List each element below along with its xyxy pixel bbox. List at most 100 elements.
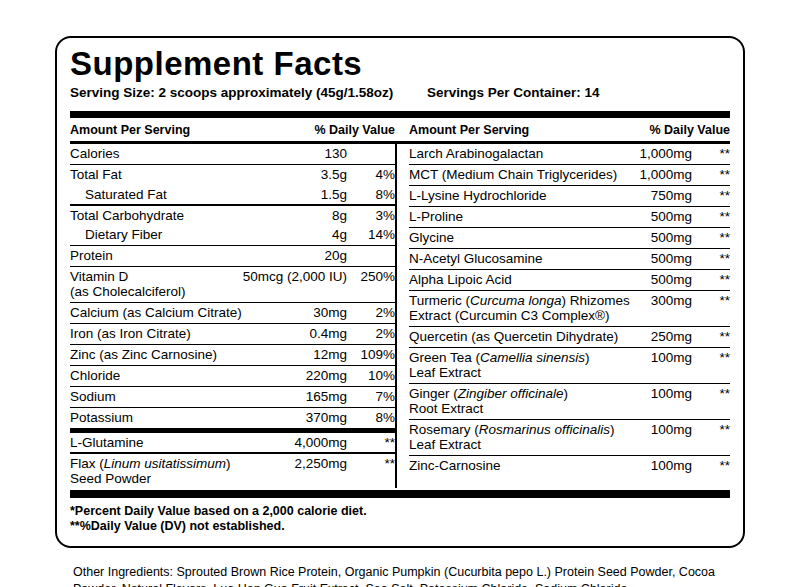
ingredient-amount: 100mg [651,458,692,473]
facts-body: Calories130Total Fat3.5g4%Saturated Fat1… [70,144,730,488]
amount-per-serving-label: Amount Per Serving [70,123,190,137]
label-title: Supplement Facts [70,46,730,82]
ingredient-name: Total Fat [70,167,317,182]
fact-row: Total Fat 3.5g4% [70,165,395,185]
ingredient-name: Iron (as Iron Citrate) [70,326,305,341]
ingredient-name: Dietary Fiber [70,227,328,242]
ingredient-dv: 2% [347,326,395,341]
ingredient-name: Alpha Lipoic Acid [409,272,647,287]
ingredient-name: Quercetin (as Quercetin Dihydrate) [409,329,647,344]
ingredient-amount: 100mg [651,422,692,437]
fact-row: Protein 20g [70,246,395,266]
ingredient-amount: 1,000mg [639,146,692,161]
ingredient-amount: 1.5g [321,187,347,202]
fact-row: Potassium370mg8% [70,408,395,428]
fact-row: L-Proline500mg** [409,207,730,227]
ingredient-amount: 12mg [313,347,347,362]
ingredient-amount: 100mg [651,350,692,365]
ingredient-dv: 8% [347,410,395,425]
ingredient-name: Chloride [70,368,302,383]
fact-row: Alpha Lipoic Acid 500mg** [409,270,730,290]
ingredient-amount: 30mg [313,305,347,320]
ingredient-name: Calcium (as Calcium Citrate) [70,305,309,320]
ingredient-dv: ** [692,422,730,437]
ingredient-amount: 3.5g [321,167,347,182]
ingredient-amount: 500mg [651,251,692,266]
serving-info: Serving Size: 2 scoops approximately (45… [70,85,730,100]
ingredient-dv: ** [692,329,730,344]
ingredient-amount: 250mg [651,329,692,344]
fact-row: Dietary Fiber4g14% [70,225,395,245]
ingredient-dv: ** [692,146,730,161]
facts-header-row: Amount Per Serving % Daily Value Amount … [70,118,730,141]
fact-row: N-Acetyl Glucosamine 500mg** [409,249,730,269]
other-ingredients-line1: Other Ingredients: Sprouted Brown Rice P… [73,564,733,581]
ingredient-amount: 220mg [306,368,347,383]
ingredient-name: Total Carbohydrate [70,208,328,223]
ingredient-amount: 130 [324,146,347,161]
footnotes: *Percent Daily Value based on a 2,000 ca… [70,498,730,538]
ingredient-dv: ** [692,458,730,473]
footnote-daily-value: *Percent Daily Value based on a 2,000 ca… [70,504,730,519]
ingredient-amount: 2,250mg [294,456,347,471]
fact-row: Quercetin (as Quercetin Dihydrate) 250mg*… [409,327,730,347]
ingredient-name: Larch Arabinogalactan [409,146,635,161]
fact-row: Saturated Fat 1.5g8% [70,185,395,205]
fact-row: Rosemary (Rosmarinus officinalis)Leaf Ex… [409,420,730,455]
fact-row: Vitamin D(as Cholecalciferol)50mcg (2,00… [70,267,395,302]
ingredient-dv: 3% [347,208,395,223]
ingredient-dv: ** [692,251,730,266]
facts-column-left: Calories130Total Fat3.5g4%Saturated Fat1… [70,144,395,488]
fact-row: Green Tea (Camellia sinensis)Leaf Extrac… [409,348,730,383]
ingredient-dv: ** [692,293,730,308]
ingredient-name: L-Lysine Hydrochloride [409,188,647,203]
ingredient-name: Green Tea (Camellia sinensis)Leaf Extrac… [409,350,647,380]
daily-value-label: % Daily Value [649,123,730,137]
ingredient-dv: 2% [347,305,395,320]
ingredient-name: Ginger (Zingiber officinale)Root Extract [409,386,647,416]
ingredient-amount: 1,000mg [639,167,692,182]
fact-row: Iron (as Iron Citrate)0.4mg2% [70,324,395,344]
ingredient-amount: 750mg [651,188,692,203]
ingredient-amount: 500mg [651,272,692,287]
fact-row: Calcium (as Calcium Citrate) 30mg2% [70,303,395,323]
fact-row: Glycine500mg** [409,228,730,248]
ingredient-dv: ** [692,350,730,365]
ingredient-name: Protein [70,248,320,263]
amount-per-serving-label: Amount Per Serving [409,123,529,137]
ingredient-dv: 8% [347,187,395,202]
fact-row: L-Glutamine4,000mg** [70,433,395,453]
footnote-dv-not-established: **%Daily Value (DV) not established. [70,519,730,534]
ingredient-amount: 50mcg (2,000 IU) [243,269,347,284]
fact-row: Turmeric (Curcuma longa) RhizomesExtract… [409,291,730,326]
ingredient-name: Glycine [409,230,647,245]
ingredient-name: Turmeric (Curcuma longa) RhizomesExtract… [409,293,647,323]
ingredient-dv: ** [692,386,730,401]
ingredient-dv: ** [692,167,730,182]
column-header-left: Amount Per Serving % Daily Value [70,118,395,141]
daily-value-label: % Daily Value [314,123,395,137]
other-ingredients-text: Other Ingredients: Sprouted Brown Rice P… [73,564,733,587]
thick-divider-bottom [70,490,730,498]
ingredient-amount: 20g [324,248,347,263]
ingredient-dv: ** [692,272,730,287]
ingredient-dv: 10% [347,368,395,383]
ingredient-amount: 165mg [306,389,347,404]
ingredient-dv: ** [347,456,395,471]
fact-row: Ginger (Zingiber officinale)Root Extract… [409,384,730,419]
thick-divider-top [70,111,730,118]
ingredient-dv: ** [347,435,395,450]
serving-size-text: Serving Size: 2 scoops approximately (45… [70,85,427,100]
fact-row: Flax (Linum usitatissimum)Seed Powder2,2… [70,454,395,489]
ingredient-name: Potassium [70,410,302,425]
ingredient-amount: 100mg [651,386,692,401]
ingredient-amount: 300mg [651,293,692,308]
ingredient-name: N-Acetyl Glucosamine [409,251,647,266]
ingredient-name: Rosemary (Rosmarinus officinalis)Leaf Ex… [409,422,647,452]
fact-row: Chloride 220mg10% [70,366,395,386]
ingredient-name: Saturated Fat [70,187,317,202]
supplement-facts-label: Supplement Facts Serving Size: 2 scoops … [55,36,745,548]
ingredient-dv: 4% [347,167,395,182]
ingredient-dv: ** [692,209,730,224]
ingredient-name: Sodium [70,389,302,404]
